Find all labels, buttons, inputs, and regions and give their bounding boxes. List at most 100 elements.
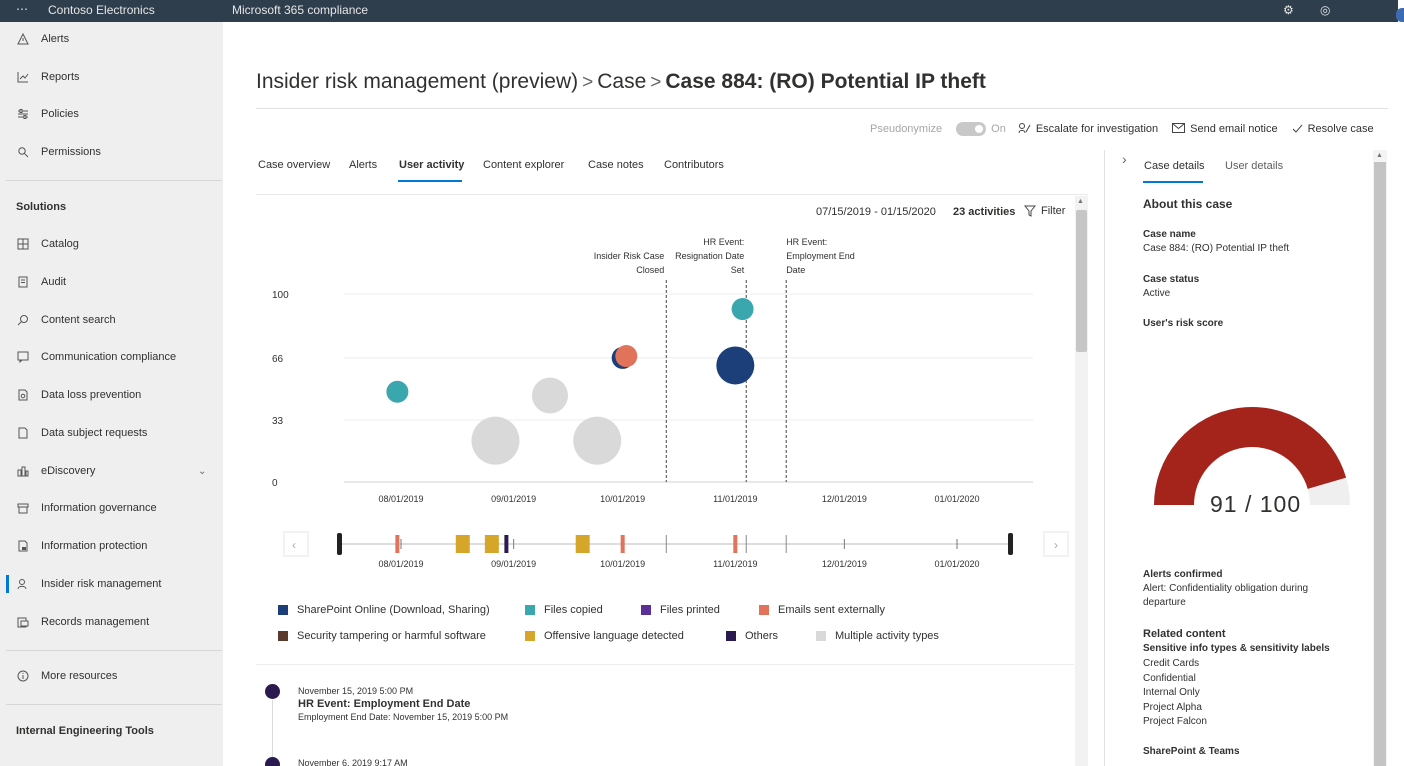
help-icon[interactable]: ◎	[1320, 3, 1331, 17]
tab-case-notes[interactable]: Case notes	[588, 159, 644, 171]
shield-doc-icon	[16, 388, 30, 402]
chevron-right-icon[interactable]: ›	[1122, 151, 1127, 167]
escalate-button[interactable]: Escalate for investigation	[1018, 122, 1158, 137]
activity-point	[386, 380, 409, 403]
tab-contributors[interactable]: Contributors	[664, 159, 724, 171]
x-tick-label: 11/01/2019	[713, 494, 757, 504]
sidebar-item-audit[interactable]: Audit	[0, 267, 223, 297]
search-icon	[16, 313, 30, 327]
activity-scrollbar-thumb[interactable]	[1076, 210, 1087, 352]
timeline-tick-label: 08/01/2019	[378, 559, 423, 569]
legend-sharepoint[interactable]: SharePoint Online (Download, Sharing)	[278, 604, 490, 616]
org-name[interactable]: Contoso Electronics	[48, 3, 155, 17]
tab-alerts[interactable]: Alerts	[349, 159, 378, 171]
sidebar-item-ediscovery[interactable]: eDiscovery ⌄	[0, 456, 223, 486]
filter-button[interactable]: Filter	[1024, 205, 1065, 217]
timeline-tick-label: 01/01/2020	[934, 559, 979, 569]
activity-point	[573, 416, 622, 465]
activity-title[interactable]: HR Event: Employment End Date	[298, 698, 471, 710]
tab-case-overview[interactable]: Case overview	[258, 159, 331, 171]
toggle-state: On	[991, 123, 1006, 135]
timeline-tick-label: 10/01/2019	[600, 559, 645, 569]
gear-icon[interactable]: ⚙	[1283, 3, 1294, 17]
person-icon	[16, 577, 30, 591]
checkmark-icon	[1292, 122, 1303, 136]
timeline-mark	[620, 535, 625, 553]
catalog-icon	[16, 237, 30, 251]
details-scrollbar-thumb[interactable]	[1374, 162, 1386, 766]
legend-swatch	[726, 631, 736, 641]
legend-multiple-activity-types[interactable]: Multiple activity types	[816, 630, 939, 642]
legend-offensive-language[interactable]: Offensive language detected	[525, 630, 684, 642]
alerts-confirmed-value[interactable]: Alert: Confidentiality obligation during	[1143, 583, 1309, 594]
legend-others[interactable]: Others	[726, 630, 778, 642]
policy-icon	[16, 107, 30, 121]
chevron-down-icon[interactable]: ⌄	[198, 465, 207, 477]
tab-user-details[interactable]: User details	[1225, 160, 1284, 172]
product-name[interactable]: Microsoft 365 compliance	[232, 3, 369, 17]
legend-emails-sent-externally[interactable]: Emails sent externally	[759, 604, 885, 616]
pseudonymize-toggle[interactable]	[956, 122, 987, 136]
avatar[interactable]	[1396, 8, 1404, 22]
timeline-mark	[484, 535, 499, 553]
timeline-tick-label: 12/01/2019	[822, 559, 867, 569]
legend-security-tampering[interactable]: Security tampering or harmful software	[278, 630, 486, 642]
breadcrumb-insider-risk[interactable]: Insider risk management (preview)	[256, 70, 579, 93]
resolve-case-button[interactable]: Resolve case	[1292, 122, 1374, 136]
legend-swatch	[525, 605, 535, 615]
sidebar-item-data-loss-prevention[interactable]: Data loss prevention	[0, 380, 223, 410]
timeline-tick-label: 11/01/2019	[713, 559, 757, 569]
waffle-icon[interactable]: ⋯	[16, 2, 29, 16]
scroll-up-icon[interactable]: ▲	[1077, 198, 1084, 205]
breadcrumb-case[interactable]: Case	[597, 70, 647, 93]
tabs-divider	[256, 194, 1088, 195]
risk-score-gauge	[1154, 407, 1350, 506]
sidebar-item-policies[interactable]: Policies	[0, 99, 223, 129]
chart-icon	[16, 70, 30, 84]
date-range-picker[interactable]: 07/15/2019 - 01/15/2020	[816, 206, 936, 218]
sidebar-item-communication-compliance[interactable]: Communication compliance	[0, 342, 223, 372]
sidebar-item-records-management[interactable]: Records management	[0, 607, 223, 637]
case-name-label: Case name	[1143, 229, 1196, 240]
chat-icon	[16, 350, 30, 364]
audit-icon	[16, 275, 30, 289]
page-title: Case 884: (RO) Potential IP theft	[665, 70, 986, 93]
tab-case-details[interactable]: Case details	[1144, 160, 1205, 172]
alerts-confirmed-value-cont[interactable]: departure	[1143, 597, 1186, 608]
records-icon	[16, 615, 30, 629]
sidebar-item-reports[interactable]: Reports	[0, 62, 223, 92]
x-tick-label: 09/01/2019	[491, 494, 536, 504]
activity-date: November 6, 2019 9:17 AM	[298, 758, 408, 766]
timeline-mark	[395, 535, 400, 553]
tab-user-activity[interactable]: User activity	[399, 159, 465, 171]
sidebar-item-content-search[interactable]: Content search	[0, 305, 223, 335]
sidebar-item-insider-risk-management[interactable]: Insider risk management	[0, 569, 223, 599]
activity-point	[471, 416, 520, 465]
timeline-right-button	[1043, 531, 1069, 557]
timeline-mark	[733, 535, 738, 553]
sidebar-item-information-protection[interactable]: Information protection	[0, 531, 223, 561]
activity-count: 23 activities	[953, 206, 1016, 218]
case-name-value: Case 884: (RO) Potential IP theft	[1143, 243, 1290, 254]
sharepoint-teams-label: SharePoint & Teams	[1143, 746, 1240, 757]
legend-files-printed[interactable]: Files printed	[641, 604, 720, 616]
activity-point	[615, 345, 638, 368]
tab-content-explorer[interactable]: Content explorer	[483, 159, 565, 171]
sidebar-item-information-governance[interactable]: Information governance	[0, 493, 223, 523]
send-email-button[interactable]: Send email notice	[1172, 122, 1278, 136]
sidebar-item-catalog[interactable]: Catalog	[0, 229, 223, 259]
x-tick-label: 08/01/2019	[378, 494, 423, 504]
activity-point	[731, 298, 754, 321]
sidebar-item-more-resources[interactable]: More resources	[0, 661, 223, 691]
timeline-start-handle	[337, 533, 342, 555]
sidebar-item-alerts[interactable]: Alerts	[0, 24, 223, 54]
scroll-up-icon[interactable]: ▲	[1376, 152, 1383, 159]
timeline-left-arrow: ‹	[292, 538, 296, 552]
alerts-confirmed-label: Alerts confirmed	[1143, 569, 1223, 580]
legend-files-copied[interactable]: Files copied	[525, 604, 603, 616]
user-activity-chart: 100 66 33 0 08/01/2019 09/01/2019 10/01/2019 11…	[272, 237, 1069, 569]
sidebar-item-data-subject-requests[interactable]: Data subject requests	[0, 418, 223, 448]
sidebar-item-permissions[interactable]: Permissions	[0, 137, 223, 167]
doc-icon	[16, 426, 30, 440]
mail-icon	[1172, 122, 1186, 136]
